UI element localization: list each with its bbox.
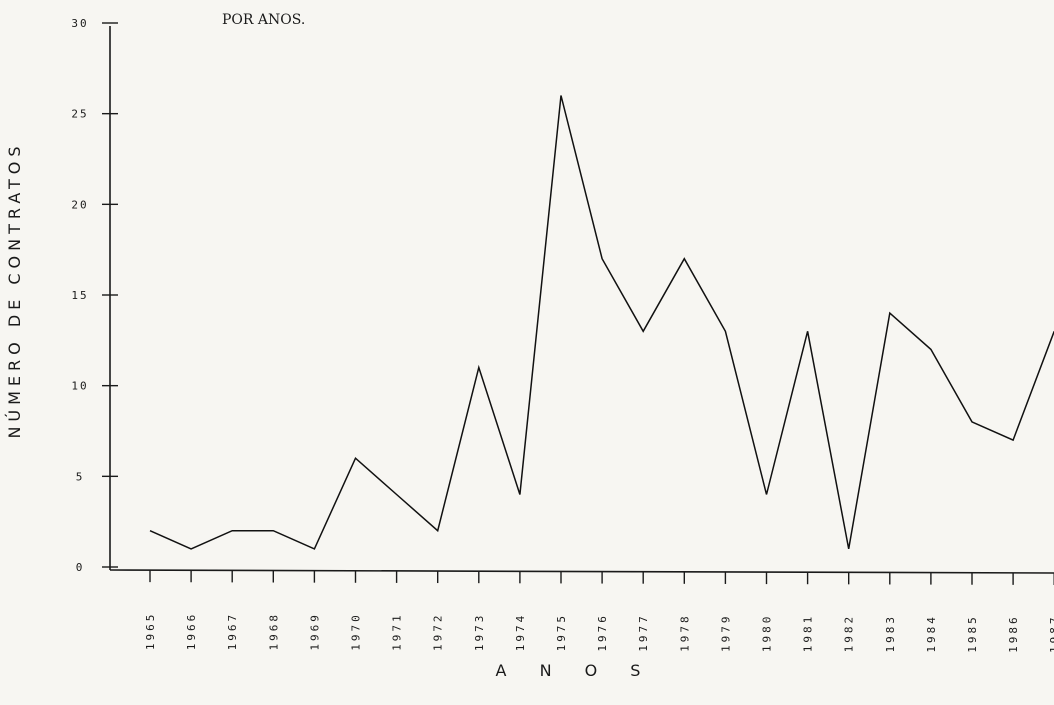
x-tick-label: 1987 (1048, 615, 1054, 654)
x-tick-label: 1974 (514, 613, 527, 652)
x-axis-title: A N O S (496, 661, 655, 680)
x-tick-label: 1979 (719, 613, 732, 652)
chart-title: POR ANOS. (222, 12, 305, 28)
x-tick-label: 1980 (761, 614, 774, 653)
x-tick-label: 1971 (391, 612, 404, 651)
x-tick-label: 1982 (843, 614, 856, 653)
x-ticks: 1965 1966 1967 1968 1969 1970 1971 1972 1973 1974… (144, 570, 1054, 653)
y-tick-label: 20 (71, 198, 88, 211)
x-tick-label: 1970 (350, 612, 363, 651)
x-tick-label: 1968 (267, 612, 280, 651)
x-tick-label: 1973 (473, 613, 486, 652)
y-tick-label: 25 (71, 108, 88, 121)
x-tick-label: 1965 (144, 612, 157, 651)
x-axis (109, 569, 1054, 574)
y-tick-label: 5 (76, 470, 85, 483)
y-tick-label: 0 (76, 561, 85, 574)
x-tick-label: 1978 (678, 613, 691, 652)
series-line (149, 95, 1054, 550)
x-tick-label: 1975 (555, 613, 568, 652)
y-axis-title: NÚMERO DE CONTRATOS (5, 141, 24, 438)
x-tick-label: 1981 (802, 614, 815, 653)
y-tick-label: 15 (71, 289, 88, 302)
x-tick-label: 1969 (308, 612, 321, 651)
y-tick-label: 10 (71, 380, 88, 393)
x-tick-label: 1976 (596, 613, 609, 652)
y-tick-label: 30 (71, 17, 88, 30)
y-ticks: 0 5 10 15 20 25 30 (71, 17, 118, 574)
x-tick-label: 1967 (226, 612, 239, 651)
x-tick-label: 1984 (925, 614, 938, 653)
x-tick-label: 1977 (637, 613, 650, 652)
x-tick-label: 1966 (185, 612, 198, 651)
x-tick-label: 1986 (1007, 614, 1020, 653)
x-tick-label: 1985 (966, 614, 979, 653)
x-tick-label: 1983 (884, 614, 897, 653)
x-tick-label: 1972 (432, 613, 445, 652)
